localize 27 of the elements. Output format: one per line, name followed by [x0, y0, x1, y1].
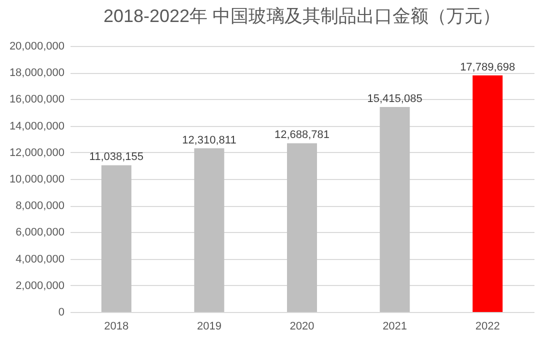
data-label: 15,415,085: [367, 92, 422, 105]
y-tick-label: 12,000,000: [9, 146, 64, 159]
y-tick-label: 18,000,000: [9, 67, 64, 80]
y-tick-label: 8,000,000: [16, 200, 64, 212]
x-tick-label: 2022: [475, 320, 500, 332]
data-label: 11,038,155: [89, 151, 144, 164]
y-tick-label: 10,000,000: [9, 174, 64, 186]
data-label: 12,688,781: [274, 129, 330, 142]
y-tick-label: 4,000,000: [16, 253, 64, 266]
y-tick-label: 2,000,000: [16, 280, 64, 292]
y-tick-label: 16,000,000: [9, 94, 64, 106]
bar: [101, 165, 132, 312]
x-tick-label: 2020: [290, 320, 314, 332]
bar: [380, 106, 410, 312]
y-tick-label: 6,000,000: [16, 226, 64, 239]
data-label: 12,310,811: [182, 134, 236, 146]
bar: [472, 75, 503, 312]
x-tick-label: 2018: [104, 320, 129, 332]
bar: [194, 148, 224, 312]
y-tick-label: 14,000,000: [9, 120, 64, 132]
x-tick-label: 2021: [382, 320, 408, 332]
bar: [287, 143, 317, 312]
chart-title: 2018-2022年 中国玻璃及其制品出口金额（万元）: [103, 6, 501, 26]
data-label: 17,789,698: [460, 61, 516, 74]
x-tick-label: 2019: [196, 320, 222, 332]
y-tick-label: 20,000,000: [9, 40, 64, 52]
y-tick-label: 0: [58, 306, 64, 318]
